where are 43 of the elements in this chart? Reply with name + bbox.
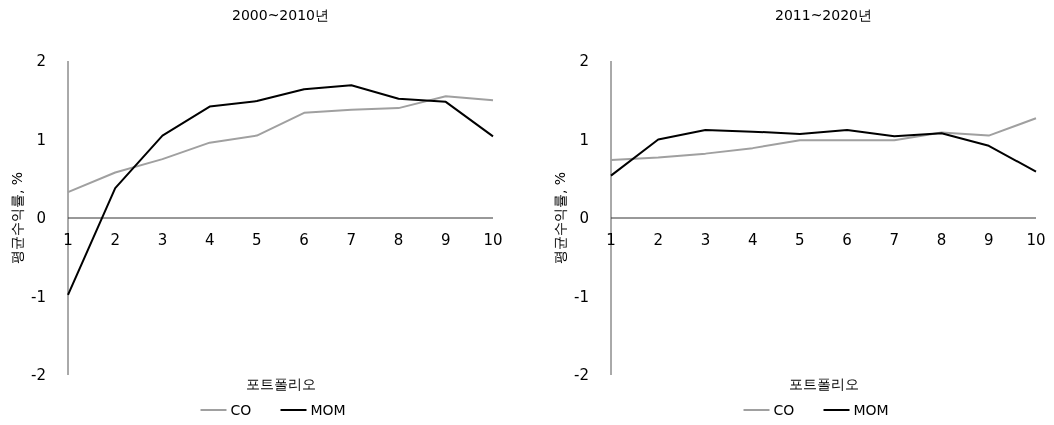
y-tick-label: 0	[579, 209, 589, 228]
y-tick-label: 1	[36, 130, 46, 149]
x-tick-label: 1	[63, 231, 73, 250]
x-tick-label: 7	[889, 231, 900, 250]
chart-title: 2000~2010년	[232, 7, 329, 23]
x-tick-label: 8	[936, 231, 947, 250]
y-tick-label: 0	[36, 209, 46, 228]
x-axis-title: 포트폴리오	[788, 376, 859, 392]
legend-label: CO	[773, 401, 795, 418]
x-tick-label: 8	[393, 231, 404, 250]
x-tick-label: 9	[441, 231, 451, 250]
x-tick-label: 4	[204, 231, 215, 250]
y-axis-title: 평균수익률, %	[552, 171, 568, 265]
x-axis-title: 포트폴리오	[245, 376, 316, 392]
x-tick-label: 2	[110, 231, 120, 250]
y-tick-label: 1	[579, 130, 589, 149]
legend-label: MOM	[853, 401, 889, 418]
y-tick-label: -2	[31, 366, 46, 385]
x-tick-label: 1	[606, 231, 616, 250]
x-tick-label: 3	[700, 231, 711, 250]
line-series	[610, 117, 1037, 161]
x-tick-label: 9	[984, 231, 994, 250]
x-tick-label: 6	[299, 231, 309, 250]
x-tick-label: 5	[795, 231, 805, 250]
x-tick-label: 10	[1026, 231, 1046, 250]
y-tick-label: -1	[31, 287, 46, 306]
line-series	[610, 129, 1037, 177]
x-tick-label: 4	[747, 231, 758, 250]
x-tick-label: 2	[653, 231, 663, 250]
x-tick-label: 3	[157, 231, 168, 250]
y-tick-label: -1	[574, 287, 589, 306]
chart-title: 2011~2020년	[775, 7, 872, 23]
line-series	[67, 95, 494, 194]
legend-label: CO	[230, 401, 252, 418]
y-tick-label: -2	[574, 366, 589, 385]
y-axis-title: 평균수익률, %	[9, 171, 25, 265]
x-tick-label: 10	[483, 231, 503, 250]
x-tick-label: 7	[346, 231, 357, 250]
y-tick-label: 2	[36, 52, 46, 71]
legend-label: MOM	[310, 401, 346, 418]
x-tick-label: 6	[842, 231, 852, 250]
x-tick-label: 5	[252, 231, 262, 250]
y-tick-label: 2	[579, 52, 589, 71]
